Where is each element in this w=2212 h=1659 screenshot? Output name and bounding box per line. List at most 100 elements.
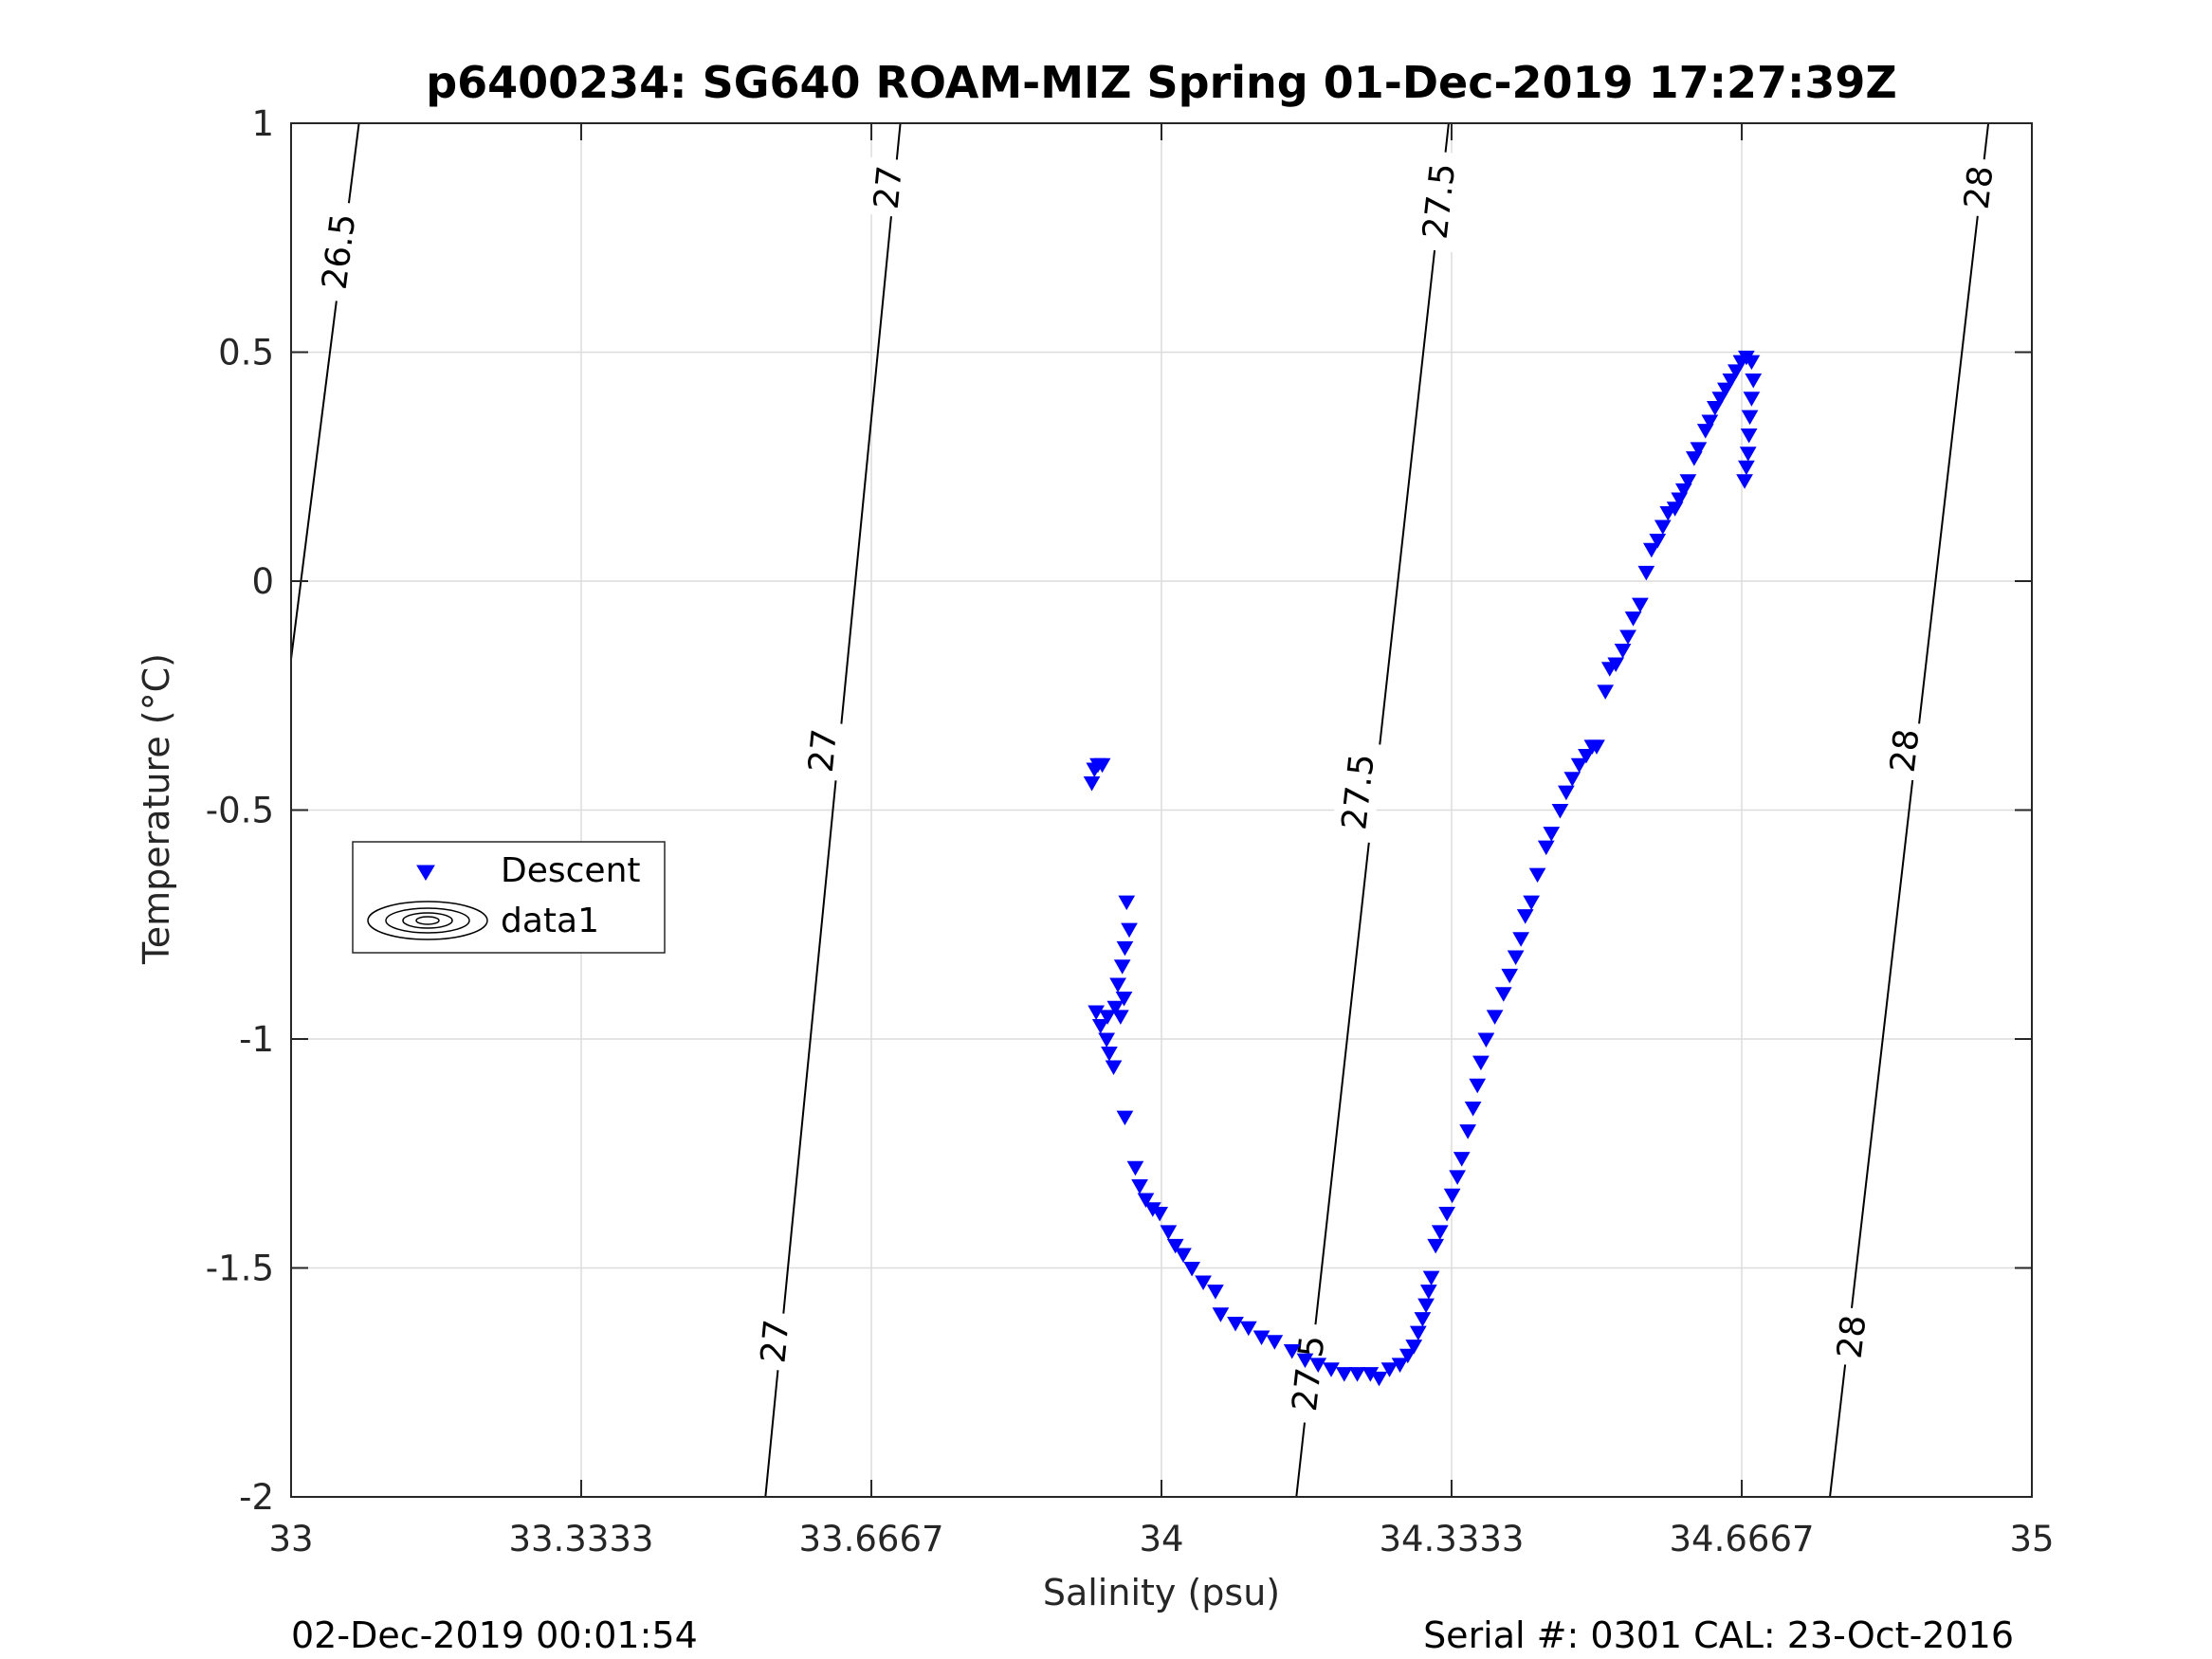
descent-point bbox=[1113, 959, 1131, 975]
descent-point bbox=[1121, 922, 1138, 939]
y-tick-label: 0 bbox=[251, 561, 274, 602]
isopycnal-line-28 bbox=[1829, 123, 1990, 1497]
descent-point bbox=[1528, 867, 1546, 884]
descent-point bbox=[1578, 749, 1595, 764]
footer-timestamp: 02-Dec-2019 00:01:54 bbox=[291, 1614, 698, 1656]
descent-point bbox=[1427, 1238, 1445, 1254]
descent-point bbox=[1137, 1193, 1155, 1209]
descent-point bbox=[1091, 1019, 1109, 1034]
descent-point bbox=[1464, 1101, 1482, 1117]
descent-point bbox=[1649, 534, 1667, 549]
descent-point bbox=[1449, 1170, 1466, 1185]
descent-point bbox=[1239, 1321, 1257, 1337]
contour-label: 27 bbox=[754, 1318, 796, 1365]
descent-point bbox=[1380, 1362, 1398, 1377]
descent-point bbox=[1296, 1353, 1314, 1369]
legend-contour-icon bbox=[367, 901, 488, 940]
contour-label-group: 28 bbox=[1826, 1305, 1875, 1368]
y-tick-label: -0.5 bbox=[206, 791, 274, 831]
descent-point bbox=[1131, 1179, 1148, 1194]
descent-point bbox=[1252, 1330, 1271, 1345]
legend-descent-marker bbox=[416, 865, 435, 881]
legend-box bbox=[352, 841, 666, 954]
descent-point bbox=[1512, 932, 1529, 947]
x-tick-label: 34.3333 bbox=[1379, 1519, 1524, 1559]
contour-label-gap bbox=[1953, 156, 2002, 218]
descent-point bbox=[1459, 1124, 1477, 1139]
descent-point bbox=[1309, 1358, 1327, 1373]
descent-point bbox=[1109, 977, 1126, 994]
y-tick-label: 1 bbox=[251, 103, 274, 144]
isopycnal-line-27 bbox=[764, 123, 902, 1497]
contour-label: 27.5 bbox=[1335, 752, 1382, 831]
descent-series bbox=[1083, 350, 1763, 1387]
descent-point bbox=[1431, 1225, 1449, 1240]
x-tick-label: 34.6667 bbox=[1670, 1519, 1815, 1559]
descent-point bbox=[1624, 611, 1642, 627]
contour-label-group: 27 bbox=[864, 156, 911, 218]
y-tick-label: -1 bbox=[239, 1019, 274, 1060]
descent-point bbox=[1093, 757, 1111, 774]
descent-point bbox=[1106, 1000, 1124, 1016]
descent-point bbox=[1739, 447, 1757, 462]
descent-point bbox=[1537, 840, 1555, 856]
descent-point bbox=[1266, 1335, 1284, 1350]
descent-point bbox=[1207, 1285, 1224, 1300]
contour-label: 28 bbox=[1958, 164, 2002, 211]
descent-point bbox=[1195, 1275, 1212, 1290]
x-tick-label: 35 bbox=[2009, 1519, 2054, 1559]
descent-point bbox=[1083, 776, 1101, 792]
contour-label-group: 27 bbox=[798, 720, 846, 781]
descent-point bbox=[1501, 968, 1519, 984]
legend-data1-label: data1 bbox=[501, 902, 599, 940]
descent-point bbox=[1706, 400, 1724, 416]
descent-point bbox=[1323, 1362, 1340, 1377]
x-tick-label: 33.3333 bbox=[508, 1519, 653, 1559]
descent-point bbox=[1736, 474, 1753, 489]
descent-point bbox=[1166, 1238, 1184, 1254]
descent-point bbox=[1453, 1152, 1471, 1167]
descent-point bbox=[1409, 1325, 1427, 1341]
descent-point bbox=[1111, 1010, 1129, 1025]
descent-point bbox=[1738, 460, 1755, 476]
descent-point bbox=[1711, 392, 1729, 407]
contour-label: 28 bbox=[1884, 727, 1928, 775]
descent-point bbox=[1728, 364, 1745, 379]
descent-point bbox=[1563, 772, 1581, 787]
descent-point bbox=[1088, 1005, 1106, 1021]
x-tick-label: 33.6667 bbox=[799, 1519, 944, 1559]
y-tick-label: -1.5 bbox=[206, 1249, 274, 1289]
contour-label: 28 bbox=[1831, 1313, 1874, 1360]
y-axis-label: Temperature (°C) bbox=[136, 653, 177, 965]
descent-point bbox=[1743, 355, 1761, 371]
descent-point bbox=[1348, 1367, 1366, 1382]
descent-point bbox=[1098, 1032, 1116, 1048]
descent-point bbox=[1099, 1010, 1116, 1025]
descent-point bbox=[1175, 1248, 1192, 1264]
descent-point bbox=[1745, 373, 1763, 389]
descent-point bbox=[1116, 940, 1134, 957]
descent-point bbox=[1118, 895, 1136, 911]
descent-point bbox=[1701, 414, 1719, 429]
footer-serial-cal: Serial #: 0301 CAL: 23-Oct-2016 bbox=[1423, 1614, 2014, 1656]
contour-label-gap bbox=[1412, 150, 1465, 253]
descent-point bbox=[1414, 1312, 1432, 1327]
x-tick-label: 33 bbox=[268, 1519, 313, 1559]
descent-point bbox=[1469, 1078, 1487, 1094]
descent-point bbox=[1494, 987, 1512, 1002]
descent-point bbox=[1679, 474, 1697, 489]
contour-label-group: 28 bbox=[1879, 720, 1929, 782]
contour-label: 27 bbox=[802, 727, 845, 775]
descent-point bbox=[1740, 428, 1758, 444]
descent-point bbox=[1443, 1188, 1461, 1204]
contour-label-group: 27.5 bbox=[1412, 150, 1465, 253]
descent-point bbox=[1607, 657, 1625, 672]
descent-point bbox=[1212, 1307, 1230, 1322]
axis-ticks: 33 33.3333 33.6667 34 34.3333 34.6667 35 -2 -1.5… bbox=[206, 103, 2055, 1559]
descent-point bbox=[1477, 1032, 1495, 1048]
contour-label-gap bbox=[311, 199, 365, 303]
descent-point bbox=[1335, 1367, 1353, 1382]
contour-label-group: 27 bbox=[750, 1310, 798, 1372]
descent-point bbox=[1632, 597, 1649, 613]
